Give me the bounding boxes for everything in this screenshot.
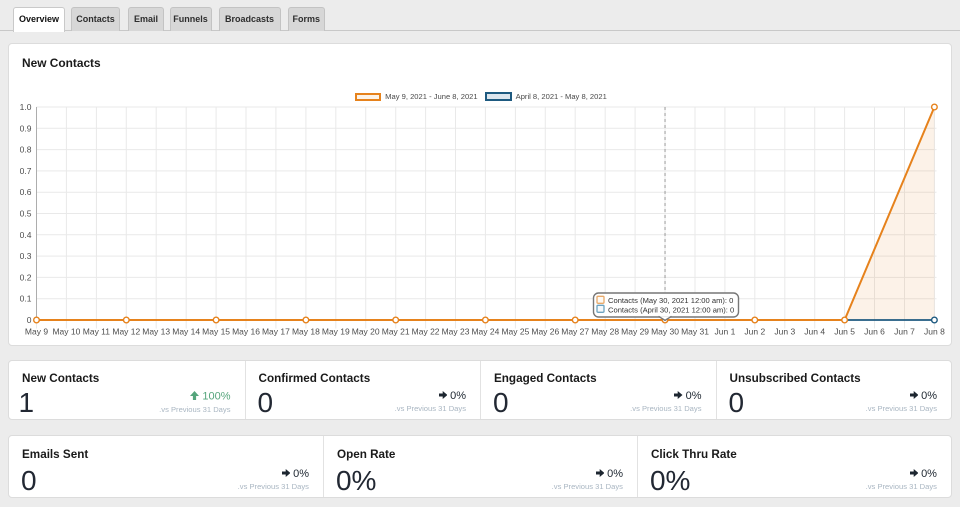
svg-text:May 29: May 29 — [621, 327, 649, 337]
svg-text:May 24: May 24 — [471, 327, 499, 337]
svg-text:Contacts (May 30, 2021 12:00 a: Contacts (May 30, 2021 12:00 am): 0 — [608, 296, 733, 305]
svg-text:0.8: 0.8 — [20, 145, 32, 155]
svg-text:May 17: May 17 — [262, 327, 290, 337]
svg-text:0: 0 — [27, 315, 32, 325]
svg-text:0.1: 0.1 — [20, 294, 32, 304]
svg-text:0.3: 0.3 — [20, 251, 32, 261]
svg-text:May 15: May 15 — [202, 327, 230, 337]
svg-text:May 31: May 31 — [681, 327, 709, 337]
svg-text:May 28: May 28 — [591, 327, 619, 337]
svg-text:May 27: May 27 — [561, 327, 589, 337]
svg-text:Contacts (April 30, 2021 12:00: Contacts (April 30, 2021 12:00 am): 0 — [608, 305, 734, 314]
svg-text:May 9: May 9 — [25, 327, 48, 337]
svg-text:May 12: May 12 — [112, 327, 140, 337]
svg-text:May 23: May 23 — [442, 327, 470, 337]
svg-text:Jun 1: Jun 1 — [715, 327, 736, 337]
svg-text:0.6: 0.6 — [20, 187, 32, 197]
svg-text:1.0: 1.0 — [20, 102, 32, 112]
svg-text:May 21: May 21 — [382, 327, 410, 337]
svg-text:May 26: May 26 — [531, 327, 559, 337]
svg-text:0.2: 0.2 — [20, 272, 32, 282]
svg-text:May 11: May 11 — [83, 327, 111, 337]
svg-text:Jun 8: Jun 8 — [924, 327, 945, 337]
svg-text:May 10: May 10 — [52, 327, 80, 337]
svg-text:May 19: May 19 — [322, 327, 350, 337]
svg-text:Jun 2: Jun 2 — [744, 327, 765, 337]
svg-text:May 18: May 18 — [292, 327, 320, 337]
svg-text:May 16: May 16 — [232, 327, 260, 337]
svg-text:Jun 7: Jun 7 — [894, 327, 915, 337]
svg-text:Jun 5: Jun 5 — [834, 327, 855, 337]
svg-text:Jun 4: Jun 4 — [804, 327, 825, 337]
svg-text:May 13: May 13 — [142, 327, 170, 337]
svg-text:0.4: 0.4 — [20, 230, 32, 240]
svg-text:Jun 6: Jun 6 — [864, 327, 885, 337]
svg-text:Jun 3: Jun 3 — [774, 327, 795, 337]
svg-text:May 14: May 14 — [172, 327, 200, 337]
svg-text:May 25: May 25 — [501, 327, 529, 337]
svg-text:0.5: 0.5 — [20, 209, 32, 219]
svg-text:0.9: 0.9 — [20, 123, 32, 133]
svg-text:May 30: May 30 — [651, 327, 679, 337]
svg-text:May 20: May 20 — [352, 327, 380, 337]
svg-text:0.7: 0.7 — [20, 166, 32, 176]
svg-text:May 22: May 22 — [412, 327, 440, 337]
